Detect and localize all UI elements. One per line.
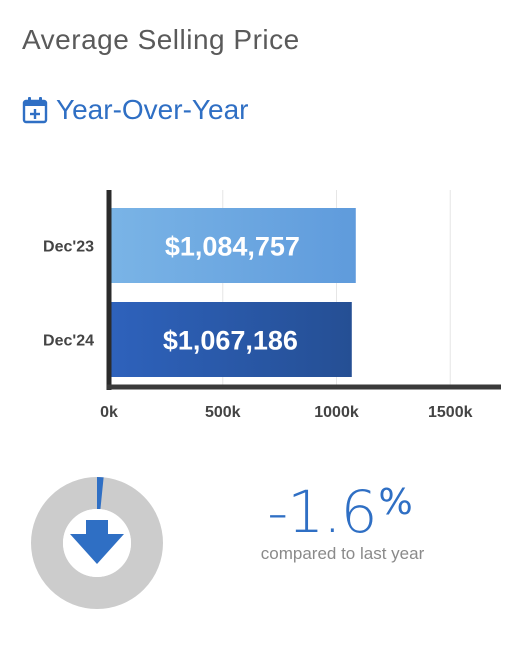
x-tick-label: 1000k (314, 404, 359, 421)
x-tick-label: 1500k (428, 404, 473, 421)
subtitle-label: Year-Over-Year (56, 94, 249, 125)
bar-1 (109, 302, 352, 377)
bar-0 (109, 208, 356, 283)
subtitle: Year-Over-Year (22, 94, 248, 126)
x-tick-label: 500k (205, 404, 241, 421)
bar-value-label: $1,084,757 (165, 232, 300, 262)
bar-value-label: $1,067,186 (163, 326, 298, 356)
change-value: -1.6 (267, 478, 377, 546)
category-label: Dec'24 (43, 333, 94, 350)
x-tick-label: 0k (100, 404, 118, 421)
change-sign: % (378, 482, 413, 523)
change-caption: compared to last year (260, 544, 425, 563)
change-percentage: -1.6% (240, 478, 440, 546)
change-donut (31, 477, 163, 609)
calendar-plus-icon (22, 97, 48, 124)
arrow-down-icon (70, 520, 124, 564)
page-title: Average Selling Price (22, 24, 300, 55)
category-label: Dec'23 (43, 239, 94, 256)
bar-chart: $1,084,757 Dec'23 $1,067,186 Dec'24 0k 500k 1… (43, 190, 501, 421)
